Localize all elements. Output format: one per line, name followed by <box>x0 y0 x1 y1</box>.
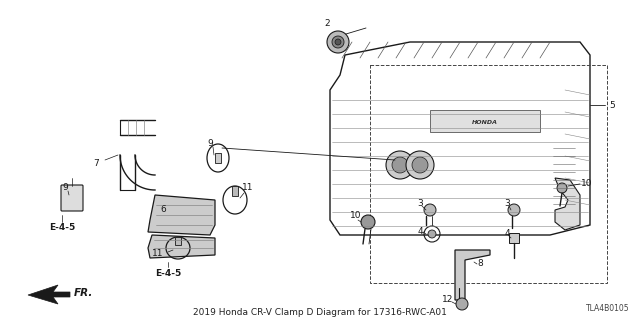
FancyBboxPatch shape <box>430 110 540 132</box>
Circle shape <box>508 204 520 216</box>
Text: 2: 2 <box>324 20 330 28</box>
Polygon shape <box>555 178 580 230</box>
Text: 8: 8 <box>477 260 483 268</box>
Text: FR.: FR. <box>74 288 93 298</box>
Polygon shape <box>148 235 215 258</box>
Text: 7: 7 <box>93 158 99 167</box>
Circle shape <box>406 151 434 179</box>
Text: 11: 11 <box>243 183 253 193</box>
Text: E-4-5: E-4-5 <box>49 223 75 233</box>
FancyBboxPatch shape <box>215 153 221 163</box>
Text: 4: 4 <box>417 228 423 236</box>
Text: 12: 12 <box>442 295 454 305</box>
Text: 11: 11 <box>152 249 164 258</box>
Circle shape <box>361 215 375 229</box>
Circle shape <box>424 204 436 216</box>
Text: 3: 3 <box>417 198 423 207</box>
Text: 2019 Honda CR-V Clamp D Diagram for 17316-RWC-A01: 2019 Honda CR-V Clamp D Diagram for 1731… <box>193 308 447 317</box>
Text: 3: 3 <box>504 198 510 207</box>
Circle shape <box>392 157 408 173</box>
Polygon shape <box>148 195 215 235</box>
FancyBboxPatch shape <box>61 185 83 211</box>
Text: 5: 5 <box>609 100 615 109</box>
Text: 6: 6 <box>160 205 166 214</box>
Circle shape <box>557 183 567 193</box>
Text: HONDA: HONDA <box>472 119 498 124</box>
Text: TLA4B0105: TLA4B0105 <box>586 304 630 313</box>
FancyBboxPatch shape <box>509 233 519 243</box>
Circle shape <box>386 151 414 179</box>
Bar <box>370 65 607 283</box>
Text: 9: 9 <box>62 183 68 193</box>
Circle shape <box>335 39 341 45</box>
Text: 9: 9 <box>207 139 213 148</box>
Circle shape <box>332 36 344 48</box>
Circle shape <box>456 298 468 310</box>
Polygon shape <box>455 250 490 300</box>
Text: E-4-5: E-4-5 <box>155 268 181 277</box>
Text: 10: 10 <box>581 179 593 188</box>
Circle shape <box>412 157 428 173</box>
Text: 4: 4 <box>504 228 510 237</box>
Polygon shape <box>28 285 70 304</box>
FancyBboxPatch shape <box>175 237 181 245</box>
Circle shape <box>327 31 349 53</box>
FancyBboxPatch shape <box>232 186 238 196</box>
Circle shape <box>428 230 436 238</box>
Text: 10: 10 <box>350 212 362 220</box>
